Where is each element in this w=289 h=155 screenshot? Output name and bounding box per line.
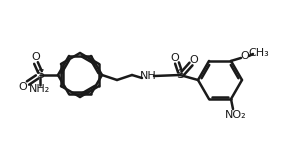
Text: NH: NH — [140, 71, 156, 81]
Text: S: S — [36, 69, 44, 82]
Text: O: O — [32, 52, 40, 62]
Text: O: O — [18, 82, 27, 92]
Text: NH₂: NH₂ — [29, 84, 51, 94]
Text: CH₃: CH₃ — [249, 48, 269, 58]
Text: NO₂: NO₂ — [225, 110, 247, 120]
Text: O: O — [171, 53, 179, 63]
Text: O: O — [190, 55, 198, 65]
Text: S: S — [176, 69, 184, 82]
Text: O: O — [241, 51, 249, 61]
